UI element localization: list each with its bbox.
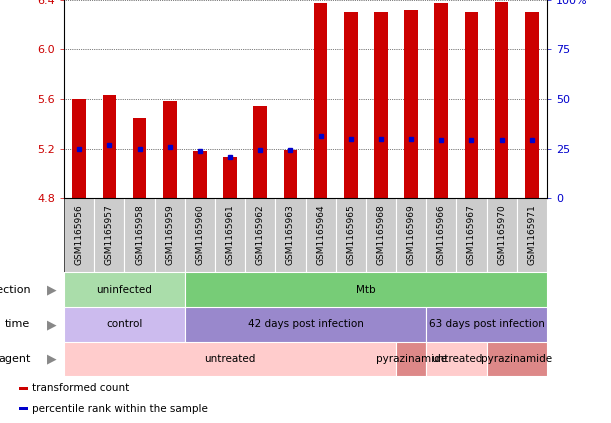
Bar (495, 2, 508, 198)
Bar (517, 198, 547, 272)
Bar (344, 12, 357, 198)
Bar (223, 157, 237, 198)
Text: GSM1165966: GSM1165966 (437, 204, 446, 265)
Bar (254, 107, 267, 198)
Bar (464, 12, 478, 198)
Bar (396, 342, 426, 376)
Bar (525, 12, 538, 198)
Text: GSM1165958: GSM1165958 (135, 204, 144, 265)
Text: GSM1165959: GSM1165959 (165, 204, 174, 265)
Bar (185, 272, 547, 307)
Bar (456, 198, 486, 272)
Bar (94, 198, 125, 272)
Bar (335, 198, 366, 272)
Text: GSM1165960: GSM1165960 (196, 204, 205, 265)
Bar (426, 342, 486, 376)
Bar (185, 198, 215, 272)
Bar (215, 198, 245, 272)
Bar (374, 12, 388, 198)
Text: GSM1165956: GSM1165956 (75, 204, 84, 265)
Text: agent: agent (0, 354, 31, 364)
Bar (163, 102, 177, 198)
Text: untreated: untreated (205, 354, 256, 364)
Bar (19, 387, 28, 390)
Bar (486, 198, 517, 272)
Text: GSM1165965: GSM1165965 (346, 204, 355, 265)
Text: ▶: ▶ (47, 318, 57, 331)
Text: infection: infection (0, 285, 31, 295)
Text: GSM1165969: GSM1165969 (406, 204, 415, 265)
Bar (306, 198, 335, 272)
Text: GSM1165957: GSM1165957 (105, 204, 114, 265)
Text: 42 days post infection: 42 days post infection (247, 319, 364, 330)
Bar (284, 150, 297, 198)
Bar (64, 342, 396, 376)
Bar (133, 118, 147, 198)
Bar (64, 272, 185, 307)
Text: GSM1165964: GSM1165964 (316, 204, 325, 265)
Text: 63 days post infection: 63 days post infection (428, 319, 544, 330)
Bar (73, 99, 86, 198)
Text: ▶: ▶ (47, 283, 57, 296)
Bar (426, 307, 547, 342)
Bar (434, 3, 448, 198)
Bar (185, 307, 426, 342)
Bar (404, 10, 418, 198)
Text: transformed count: transformed count (32, 383, 129, 393)
Text: GSM1165970: GSM1165970 (497, 204, 506, 265)
Text: pyrazinamide: pyrazinamide (481, 354, 552, 364)
Bar (314, 3, 327, 198)
Bar (486, 342, 547, 376)
Text: GSM1165967: GSM1165967 (467, 204, 476, 265)
Bar (155, 198, 185, 272)
Text: GSM1165961: GSM1165961 (225, 204, 235, 265)
Bar (64, 307, 185, 342)
Bar (426, 198, 456, 272)
Bar (125, 198, 155, 272)
Text: control: control (106, 319, 143, 330)
Text: GSM1165962: GSM1165962 (256, 204, 265, 265)
Text: GSM1165968: GSM1165968 (376, 204, 386, 265)
Bar (64, 198, 94, 272)
Text: time: time (5, 319, 31, 330)
Text: untreated: untreated (431, 354, 482, 364)
Bar (245, 198, 276, 272)
Text: percentile rank within the sample: percentile rank within the sample (32, 404, 208, 414)
Bar (103, 95, 116, 198)
Text: ▶: ▶ (47, 353, 57, 365)
Bar (276, 198, 306, 272)
Text: uninfected: uninfected (97, 285, 152, 295)
Bar (396, 198, 426, 272)
Text: GSM1165971: GSM1165971 (527, 204, 536, 265)
Text: GSM1165963: GSM1165963 (286, 204, 295, 265)
Text: pyrazinamide: pyrazinamide (376, 354, 447, 364)
Text: Mtb: Mtb (356, 285, 376, 295)
Bar (366, 198, 396, 272)
Bar (193, 151, 207, 198)
Bar (19, 407, 28, 410)
